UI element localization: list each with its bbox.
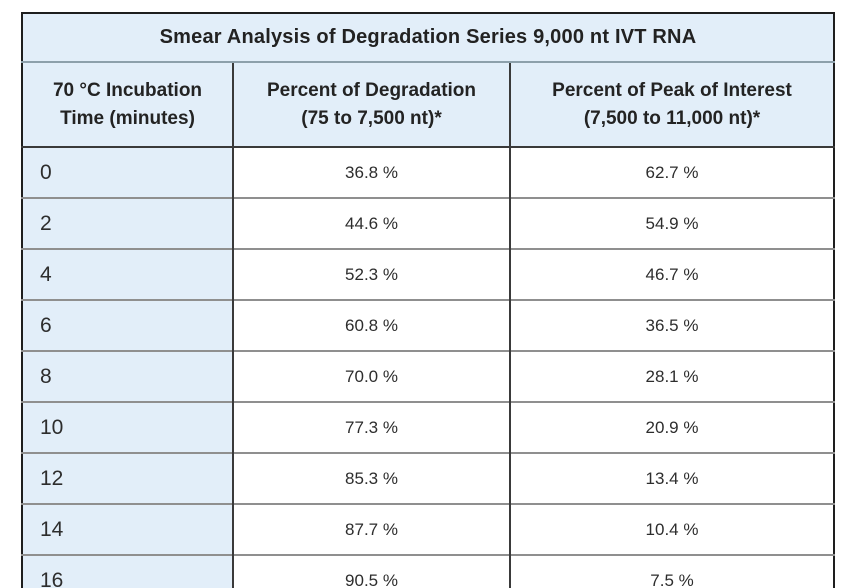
cell-degradation: 52.3 % <box>232 248 510 300</box>
title-row: Smear Analysis of Degradation Series 9,0… <box>22 13 835 63</box>
cell-degradation: 87.7 % <box>232 503 510 555</box>
table-row: 4 52.3 % 46.7 % <box>22 248 835 300</box>
cell-degradation: 77.3 % <box>232 401 510 453</box>
cell-time: 6 <box>22 299 233 351</box>
cell-peak: 13.4 % <box>508 452 835 504</box>
cell-peak: 62.7 % <box>508 146 835 198</box>
cell-time: 2 <box>22 197 233 249</box>
header-row: 70 °C Incubation Time (minutes) Percent … <box>22 62 835 148</box>
column-header-percent-degradation: Percent of Degradation (75 to 7,500 nt)* <box>232 62 510 148</box>
cell-peak: 7.5 % <box>508 554 835 588</box>
table-row: 14 87.7 % 10.4 % <box>22 503 835 555</box>
cell-peak: 28.1 % <box>508 350 835 402</box>
cell-degradation: 44.6 % <box>232 197 510 249</box>
header-line: Percent of Degradation <box>266 79 477 101</box>
cell-degradation: 90.5 % <box>232 554 510 588</box>
cell-peak: 20.9 % <box>508 401 835 453</box>
header-line: 70 °C Incubation <box>52 79 203 101</box>
header-line: (7,500 to 11,000 nt)* <box>583 107 761 129</box>
cell-time: 14 <box>22 503 233 555</box>
cell-peak: 10.4 % <box>508 503 835 555</box>
header-line: (75 to 7,500 nt)* <box>301 107 442 129</box>
table-row: 2 44.6 % 54.9 % <box>22 197 835 249</box>
cell-peak: 36.5 % <box>508 299 835 351</box>
table-row: 6 60.8 % 36.5 % <box>22 299 835 351</box>
cell-time: 16 <box>22 554 233 588</box>
smear-analysis-table-container: Smear Analysis of Degradation Series 9,0… <box>21 12 836 588</box>
table-row: 10 77.3 % 20.9 % <box>22 401 835 453</box>
cell-time: 0 <box>22 146 233 198</box>
column-header-incubation-time: 70 °C Incubation Time (minutes) <box>22 62 233 148</box>
cell-degradation: 85.3 % <box>232 452 510 504</box>
header-line: Percent of Peak of Interest <box>552 79 792 101</box>
cell-time: 4 <box>22 248 233 300</box>
header-line: Time (minutes) <box>60 107 195 129</box>
cell-degradation: 70.0 % <box>232 350 510 402</box>
cell-degradation: 60.8 % <box>232 299 510 351</box>
table-row: 12 85.3 % 13.4 % <box>22 452 835 504</box>
table-row: 0 36.8 % 62.7 % <box>22 146 835 198</box>
cell-time: 8 <box>22 350 233 402</box>
cell-degradation: 36.8 % <box>232 146 510 198</box>
cell-peak: 54.9 % <box>508 197 835 249</box>
table-title: Smear Analysis of Degradation Series 9,0… <box>22 13 835 63</box>
column-header-percent-peak-of-interest: Percent of Peak of Interest (7,500 to 11… <box>508 62 835 148</box>
smear-analysis-table: Smear Analysis of Degradation Series 9,0… <box>21 12 836 588</box>
cell-peak: 46.7 % <box>508 248 835 300</box>
table-row: 8 70.0 % 28.1 % <box>22 350 835 402</box>
cell-time: 10 <box>22 401 233 453</box>
table-row: 16 90.5 % 7.5 % <box>22 554 835 588</box>
cell-time: 12 <box>22 452 233 504</box>
